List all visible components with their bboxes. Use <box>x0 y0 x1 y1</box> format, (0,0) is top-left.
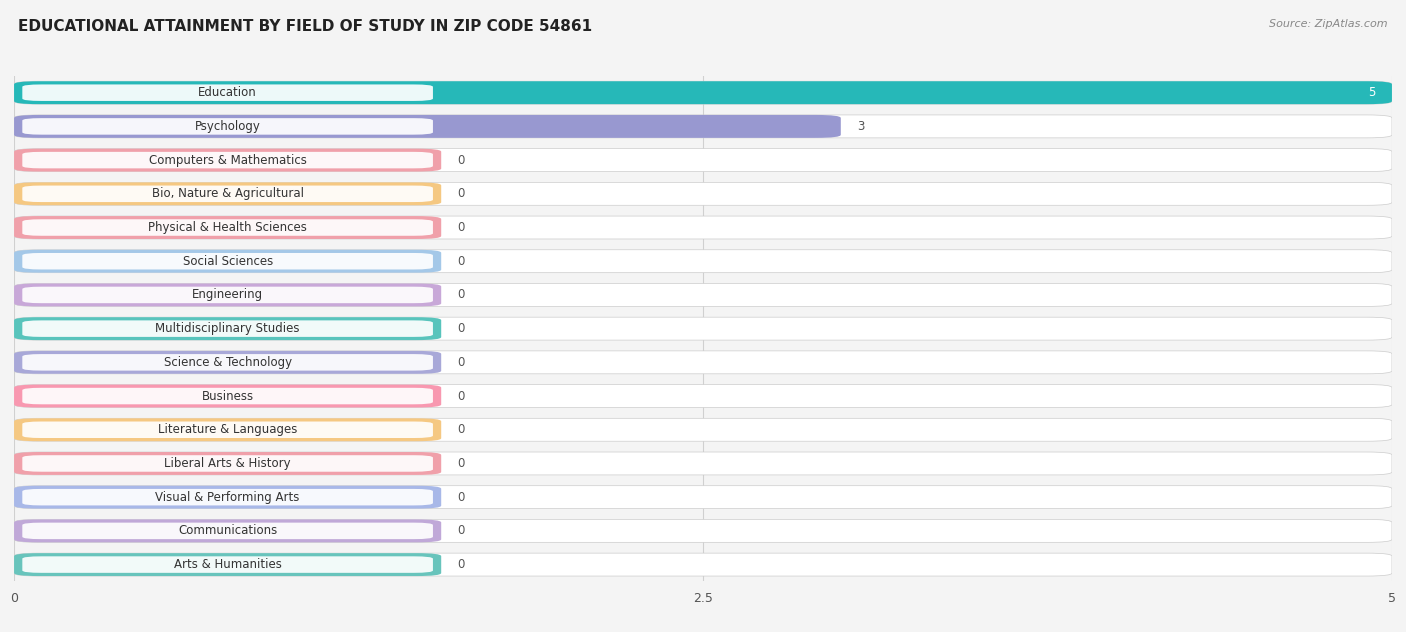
Text: 0: 0 <box>458 288 465 301</box>
FancyBboxPatch shape <box>22 354 433 370</box>
FancyBboxPatch shape <box>14 250 1392 272</box>
FancyBboxPatch shape <box>14 216 441 239</box>
Text: Literature & Languages: Literature & Languages <box>157 423 297 436</box>
Text: Business: Business <box>201 389 253 403</box>
FancyBboxPatch shape <box>14 284 1392 307</box>
FancyBboxPatch shape <box>14 486 1392 509</box>
Text: 0: 0 <box>458 154 465 167</box>
FancyBboxPatch shape <box>22 85 433 101</box>
Text: Communications: Communications <box>179 525 277 537</box>
Text: 0: 0 <box>458 525 465 537</box>
Text: 5: 5 <box>1368 86 1375 99</box>
FancyBboxPatch shape <box>14 82 1392 104</box>
FancyBboxPatch shape <box>14 385 1392 408</box>
FancyBboxPatch shape <box>22 152 433 168</box>
FancyBboxPatch shape <box>14 351 441 374</box>
FancyBboxPatch shape <box>14 250 441 272</box>
Text: 0: 0 <box>458 255 465 268</box>
FancyBboxPatch shape <box>22 422 433 438</box>
Text: Engineering: Engineering <box>193 288 263 301</box>
FancyBboxPatch shape <box>22 388 433 404</box>
Text: Psychology: Psychology <box>194 120 260 133</box>
FancyBboxPatch shape <box>14 317 441 340</box>
Text: 0: 0 <box>458 356 465 369</box>
Text: Source: ZipAtlas.com: Source: ZipAtlas.com <box>1270 19 1388 29</box>
Text: Liberal Arts & History: Liberal Arts & History <box>165 457 291 470</box>
FancyBboxPatch shape <box>22 219 433 236</box>
Text: 0: 0 <box>458 558 465 571</box>
Text: 0: 0 <box>458 389 465 403</box>
FancyBboxPatch shape <box>22 320 433 337</box>
Text: 0: 0 <box>458 457 465 470</box>
FancyBboxPatch shape <box>14 520 1392 542</box>
FancyBboxPatch shape <box>14 149 1392 171</box>
Text: Visual & Performing Arts: Visual & Performing Arts <box>156 490 299 504</box>
FancyBboxPatch shape <box>14 183 441 205</box>
FancyBboxPatch shape <box>14 351 1392 374</box>
Text: Computers & Mathematics: Computers & Mathematics <box>149 154 307 167</box>
Text: Science & Technology: Science & Technology <box>163 356 291 369</box>
FancyBboxPatch shape <box>14 452 1392 475</box>
FancyBboxPatch shape <box>14 82 1392 104</box>
FancyBboxPatch shape <box>14 486 441 509</box>
FancyBboxPatch shape <box>14 183 1392 205</box>
FancyBboxPatch shape <box>14 149 441 171</box>
FancyBboxPatch shape <box>22 455 433 471</box>
Text: Education: Education <box>198 86 257 99</box>
FancyBboxPatch shape <box>22 556 433 573</box>
FancyBboxPatch shape <box>14 317 1392 340</box>
FancyBboxPatch shape <box>22 253 433 269</box>
Text: Social Sciences: Social Sciences <box>183 255 273 268</box>
Text: 3: 3 <box>858 120 865 133</box>
Text: 0: 0 <box>458 221 465 234</box>
FancyBboxPatch shape <box>14 115 1392 138</box>
FancyBboxPatch shape <box>14 553 441 576</box>
Text: Arts & Humanities: Arts & Humanities <box>174 558 281 571</box>
FancyBboxPatch shape <box>14 284 441 307</box>
FancyBboxPatch shape <box>14 216 1392 239</box>
FancyBboxPatch shape <box>22 287 433 303</box>
Text: Physical & Health Sciences: Physical & Health Sciences <box>148 221 307 234</box>
Text: 0: 0 <box>458 490 465 504</box>
Text: 0: 0 <box>458 322 465 335</box>
Text: Multidisciplinary Studies: Multidisciplinary Studies <box>156 322 299 335</box>
FancyBboxPatch shape <box>22 489 433 506</box>
FancyBboxPatch shape <box>22 118 433 135</box>
FancyBboxPatch shape <box>14 418 441 441</box>
FancyBboxPatch shape <box>14 452 441 475</box>
Text: Bio, Nature & Agricultural: Bio, Nature & Agricultural <box>152 187 304 200</box>
FancyBboxPatch shape <box>22 186 433 202</box>
Text: 0: 0 <box>458 187 465 200</box>
FancyBboxPatch shape <box>14 520 441 542</box>
FancyBboxPatch shape <box>14 553 1392 576</box>
Text: 0: 0 <box>458 423 465 436</box>
FancyBboxPatch shape <box>14 385 441 408</box>
FancyBboxPatch shape <box>14 418 1392 441</box>
FancyBboxPatch shape <box>22 523 433 539</box>
FancyBboxPatch shape <box>14 115 841 138</box>
Text: EDUCATIONAL ATTAINMENT BY FIELD OF STUDY IN ZIP CODE 54861: EDUCATIONAL ATTAINMENT BY FIELD OF STUDY… <box>18 19 592 34</box>
